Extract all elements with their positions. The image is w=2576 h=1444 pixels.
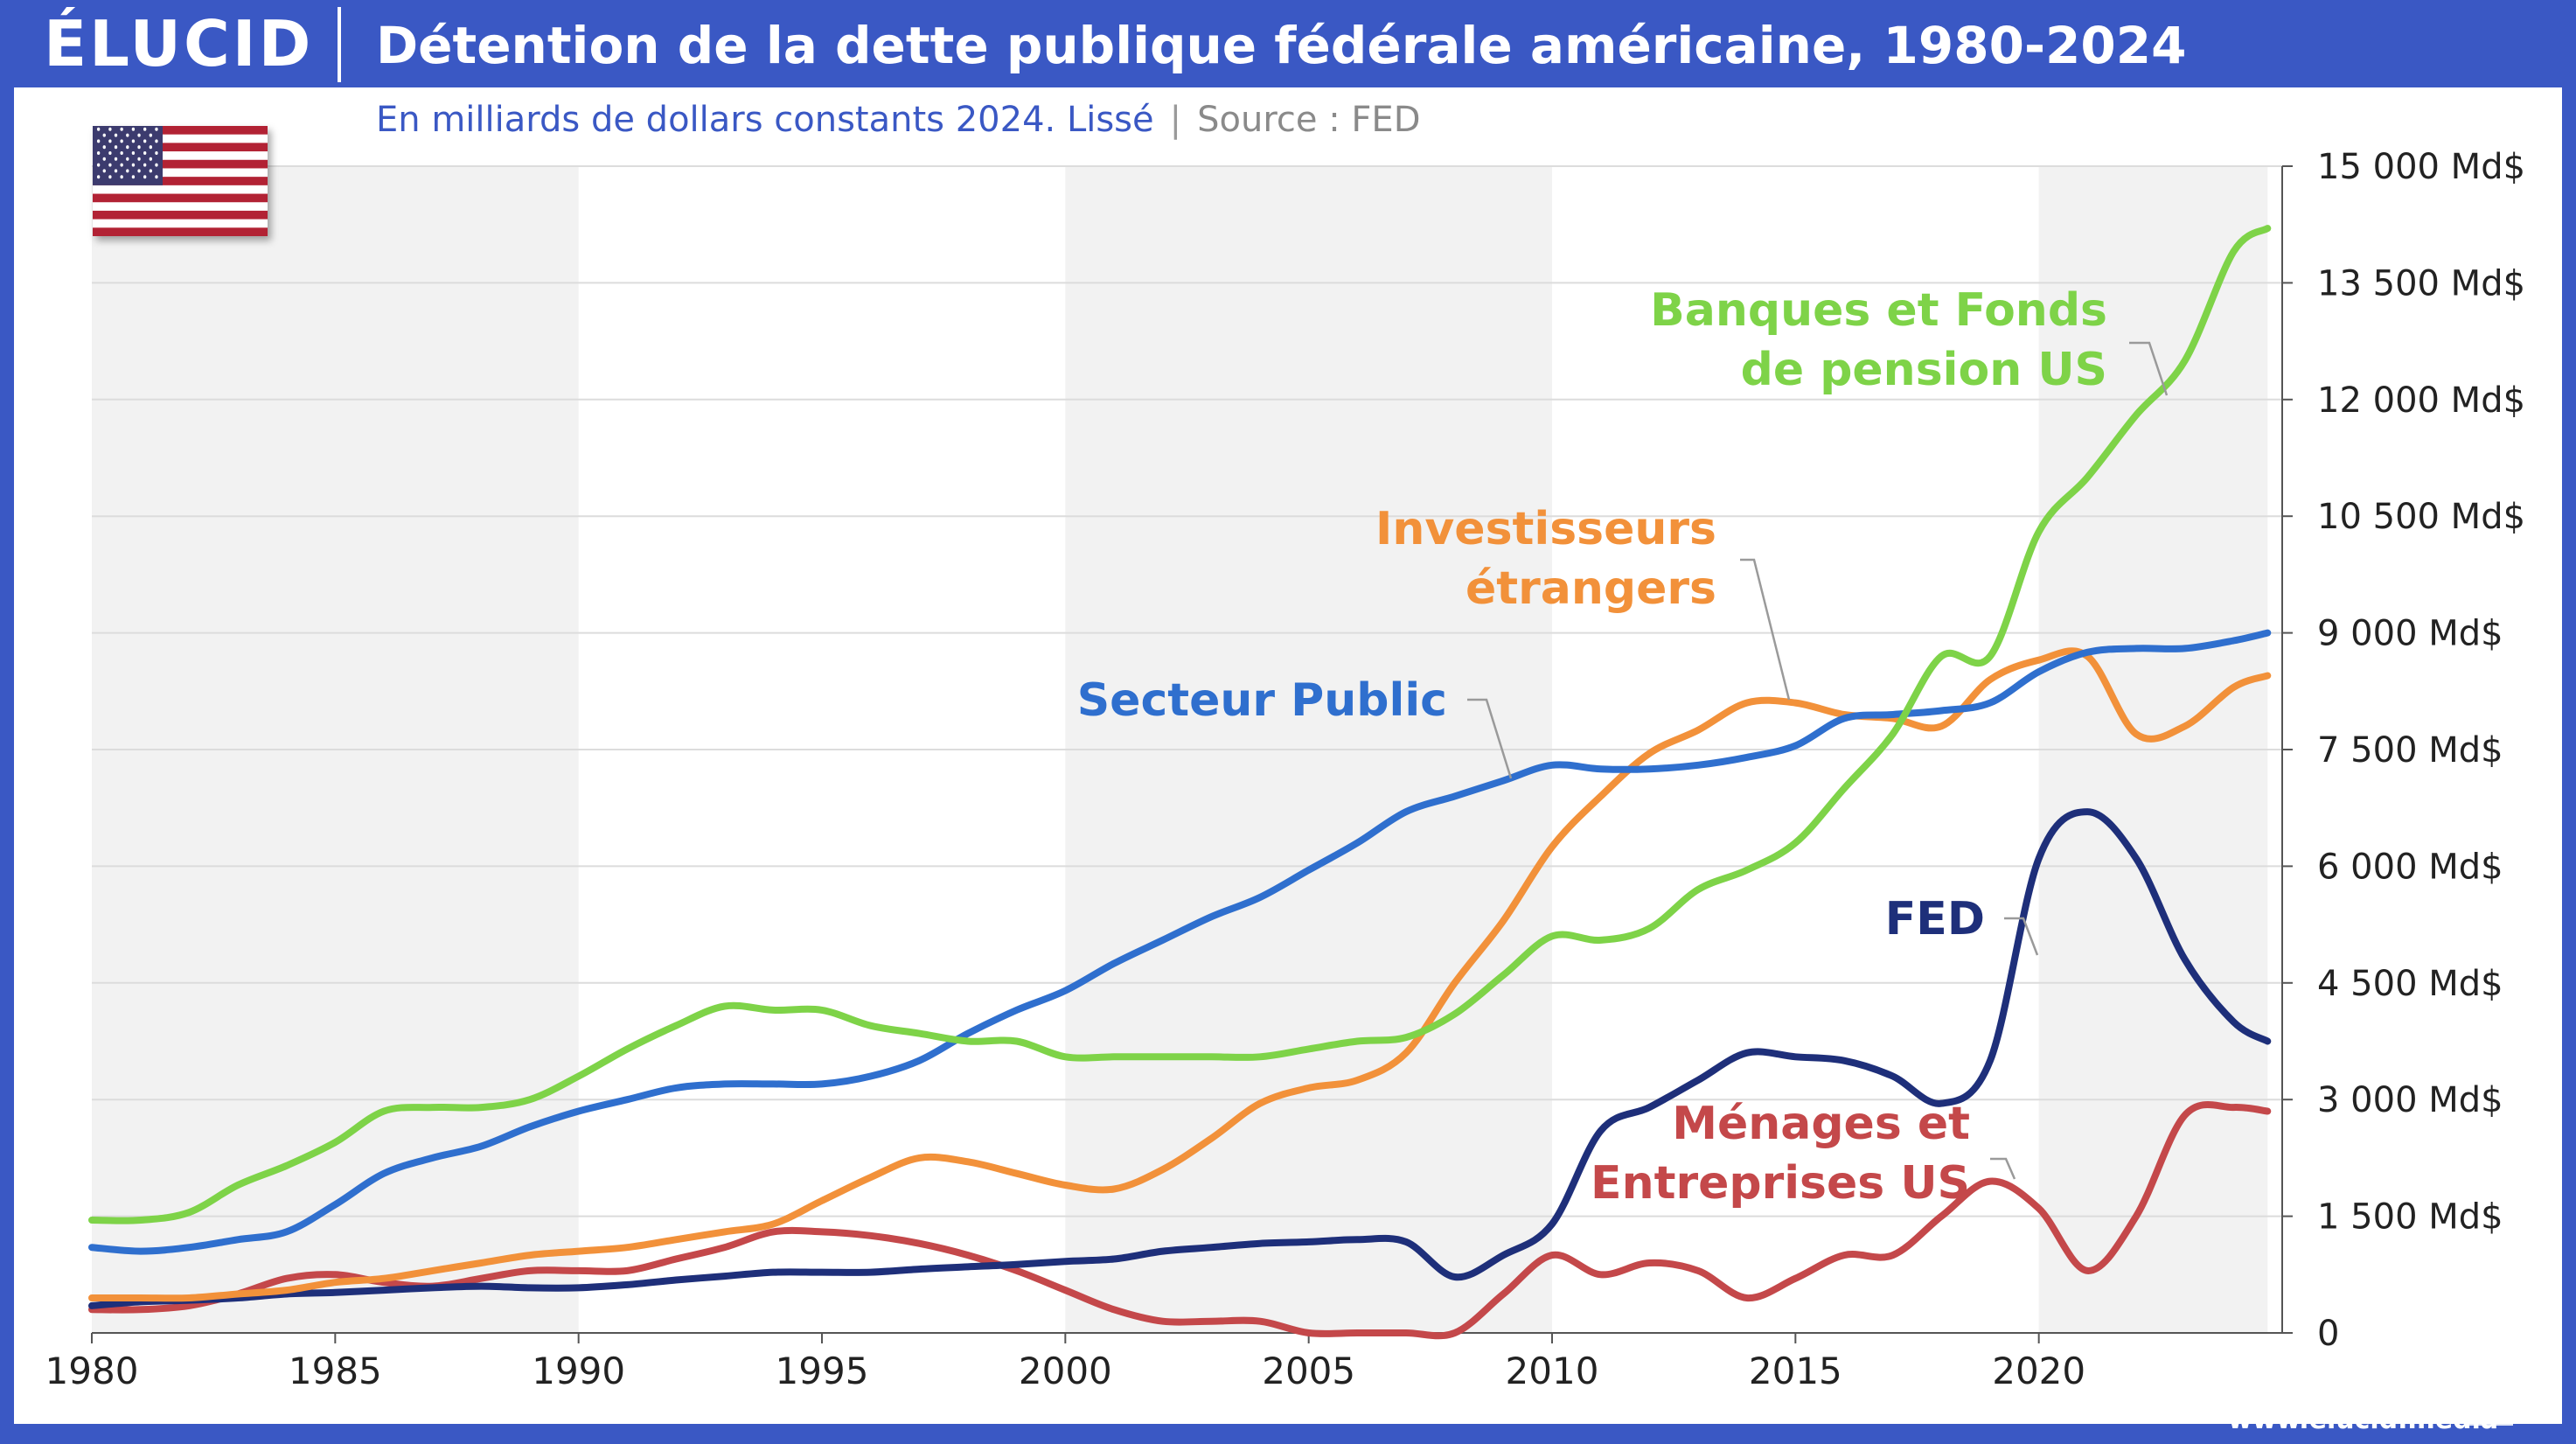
subtitle-text: En milliards de dollars constants 2024. …	[376, 100, 1154, 140]
y-tick-label: 12 000 Md$	[2317, 380, 2525, 421]
series-label-line: étrangers	[1466, 562, 1716, 615]
y-tick-label: 9 000 Md$	[2317, 614, 2503, 654]
source-text: Source : FED	[1197, 100, 1421, 140]
y-tick-label: 1 500 Md$	[2317, 1197, 2503, 1238]
x-tick-label: 1995	[776, 1350, 869, 1392]
series-line-investisseurs-etrangers	[88, 647, 2272, 1302]
x-tick-label: 1990	[532, 1350, 625, 1392]
y-tick-label: 4 500 Md$	[2317, 964, 2503, 1004]
leader-investisseurs-etrangers	[1740, 558, 1791, 701]
us-flag-icon	[93, 126, 268, 236]
x-tick-label: 2020	[1992, 1350, 2085, 1392]
x-tick-label: 2000	[1019, 1350, 1112, 1392]
series-label-line: Secteur Public	[1077, 674, 1447, 727]
leader-banques-et-fonds-de-pension-us	[2129, 341, 2169, 396]
series-line-secteur-public	[88, 629, 2272, 1255]
x-tick-label: 1985	[289, 1350, 382, 1392]
x-tick-labels: 1980 1985 1990 1995 2000 2005 2010 2015 2020	[45, 1350, 2086, 1392]
x-tick-label: 2010	[1506, 1350, 1599, 1392]
x-tick-label: 2015	[1749, 1350, 1842, 1392]
chart-subtitle: En milliards de dollars constants 2024. …	[376, 96, 1421, 143]
leader-menages-et-entreprises-us	[1990, 1157, 2016, 1180]
series-line-menages-et-entreprises-us	[88, 1100, 2272, 1340]
series-lines	[88, 225, 2272, 1340]
label-leaders	[1467, 341, 2169, 1180]
header-bar: ÉLUCID Détention de la dette publique fé…	[0, 0, 2576, 87]
series-label-banques-et-fonds-de-pension-us: Banques et Fonds de pension US	[1650, 284, 2107, 396]
x-tick-label: 1980	[45, 1350, 139, 1392]
leader-fed	[2004, 917, 2039, 956]
series-label-secteur-public: Secteur Public	[1077, 674, 1447, 727]
series-labels: Banques et Fonds de pension US Secteur Pub…	[1077, 284, 2107, 1210]
y-tick-label: 6 000 Md$	[2317, 847, 2503, 887]
series-label-menages-et-entreprises-us: Ménages et Entreprises US	[1591, 1098, 1970, 1210]
brand-logo[interactable]: ÉLUCID	[44, 7, 314, 80]
series-label-line: Investisseurs	[1375, 503, 1716, 555]
series-label-line: Entreprises US	[1591, 1157, 1970, 1210]
y-tick-label: 3 000 Md$	[2317, 1080, 2503, 1120]
chart-title: Détention de la dette publique fédérale …	[376, 16, 2187, 75]
brand-mark-icon	[2464, 1392, 2513, 1426]
series-label-fed: FED	[1885, 893, 1985, 945]
series-label-line: de pension US	[1741, 344, 2107, 396]
y-tick-label: 10 500 Md$	[2317, 497, 2525, 537]
y-tick-label: 7 500 Md$	[2317, 730, 2503, 771]
x-tick-label: 2005	[1262, 1350, 1355, 1392]
y-tick-labels: 0 1 500 Md$ 3 000 Md$ 4 500 Md$ 6 000 Md$ 7 5…	[2317, 147, 2525, 1354]
series-label-investisseurs-etrangers: Investisseurs étrangers	[1375, 503, 1716, 615]
y-tick-label: 13 500 Md$	[2317, 263, 2525, 303]
series-label-line: Ménages et	[1672, 1098, 1970, 1150]
header-divider	[338, 7, 341, 82]
series-line-fed	[88, 808, 2272, 1309]
y-tick-label: 0	[2317, 1314, 2339, 1354]
leader-secteur-public	[1467, 698, 1513, 779]
subtitle-separator: |	[1169, 100, 1182, 140]
series-label-line: FED	[1885, 893, 1985, 945]
series-label-line: Banques et Fonds	[1650, 284, 2107, 337]
footer-url-link[interactable]: www.elucid.media	[2228, 1405, 2499, 1435]
y-tick-label: 15 000 Md$	[2317, 147, 2525, 187]
series-line-banques-et-fonds-de-pension-us	[88, 225, 2272, 1224]
